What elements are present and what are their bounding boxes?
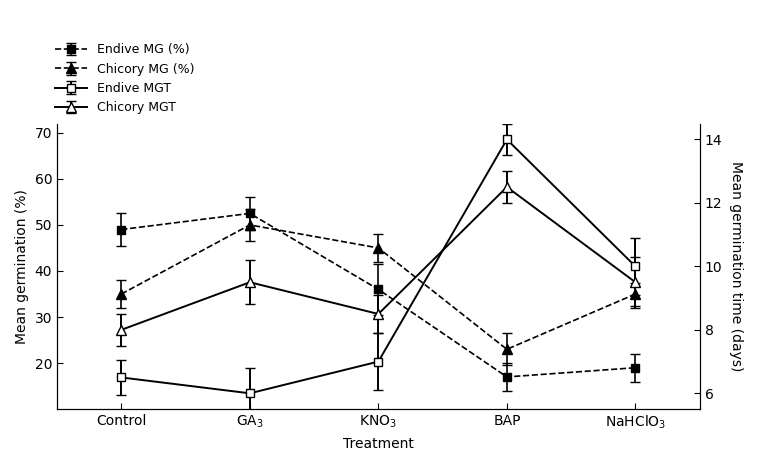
Y-axis label: Mean germination time (days): Mean germination time (days) bbox=[729, 161, 743, 371]
X-axis label: Treatment: Treatment bbox=[343, 437, 414, 451]
Y-axis label: Mean germination (%): Mean germination (%) bbox=[15, 189, 29, 344]
Legend: Endive MG (%), Chicory MG (%), Endive MGT, Chicory MGT: Endive MG (%), Chicory MG (%), Endive MG… bbox=[51, 38, 199, 119]
